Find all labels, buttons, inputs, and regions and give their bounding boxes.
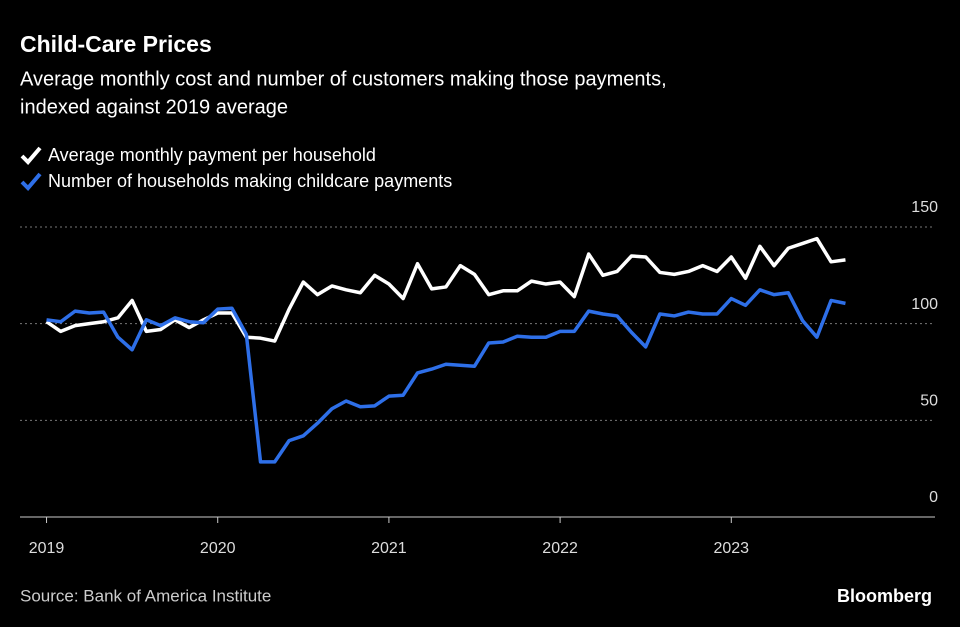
series-line	[45, 236, 846, 343]
legend-marker	[20, 146, 42, 165]
y-tick-label: 100	[911, 296, 938, 313]
legend-label: Average monthly payment per household	[48, 145, 376, 165]
x-tick-label: 2020	[200, 540, 236, 557]
y-tick-label: 150	[911, 199, 938, 216]
x-tick-label: 2019	[29, 540, 65, 557]
chart-title: Child-Care Prices	[20, 31, 212, 57]
legend-label: Number of households making childcare pa…	[48, 171, 452, 191]
brand: Bloomberg	[837, 586, 932, 606]
legend-marker	[20, 172, 42, 191]
x-tick-label: 2021	[371, 540, 407, 557]
y-tick-label: 50	[920, 393, 938, 410]
series-line	[46, 288, 846, 464]
x-tick-label: 2023	[713, 540, 749, 557]
y-tick-label: 0	[929, 489, 938, 506]
chart-subtitle: indexed against 2019 average	[20, 96, 288, 118]
source: Source: Bank of America Institute	[20, 586, 271, 605]
x-tick-label: 2022	[542, 540, 578, 557]
chart-subtitle: Average monthly cost and number of custo…	[20, 68, 667, 90]
